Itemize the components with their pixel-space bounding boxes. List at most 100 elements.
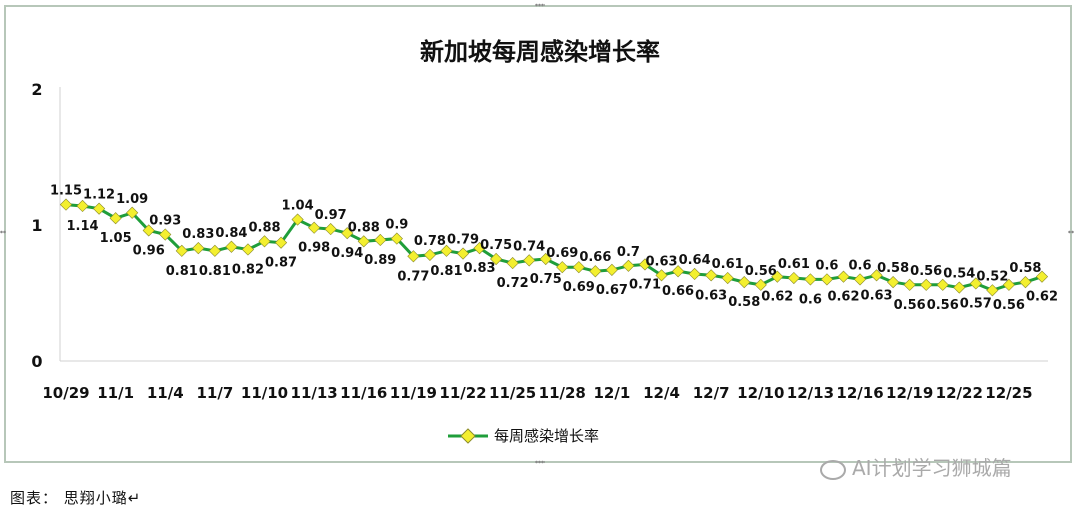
data-label: 0.52 — [976, 269, 1008, 284]
y-tick-label: 1 — [31, 216, 42, 235]
data-label: 0.6 — [799, 292, 822, 307]
data-label: 1.04 — [282, 199, 314, 214]
data-point — [572, 261, 585, 274]
data-label: 0.56 — [745, 264, 777, 279]
legend: 每周感染增长率 — [448, 427, 599, 445]
x-tick-label: 11/4 — [147, 384, 184, 402]
data-label: 1.09 — [116, 192, 148, 207]
data-point — [225, 240, 238, 253]
x-tick-label: 11/1 — [97, 384, 134, 402]
data-label: 0.63 — [695, 288, 727, 303]
data-point — [655, 269, 668, 282]
data-point — [126, 206, 139, 219]
data-label: 0.61 — [712, 257, 744, 272]
data-point — [208, 244, 221, 257]
data-label: 0.88 — [248, 220, 280, 235]
data-point — [986, 284, 999, 297]
data-label: 1.14 — [67, 219, 99, 234]
resize-handle-right[interactable] — [1068, 229, 1074, 235]
data-point — [175, 244, 188, 257]
data-label: 0.81 — [199, 264, 231, 279]
data-point — [473, 242, 486, 255]
data-label: 0.98 — [298, 241, 330, 256]
data-label: 0.87 — [265, 256, 297, 271]
legend-label: 每周感染增长率 — [494, 427, 599, 445]
data-label: 0.56 — [927, 298, 959, 313]
data-point — [274, 236, 288, 249]
legend-marker — [460, 428, 476, 444]
data-point — [754, 278, 767, 291]
data-point — [853, 273, 867, 286]
data-label: 0.66 — [579, 250, 611, 265]
data-label: 0.89 — [364, 253, 396, 268]
data-point — [456, 247, 470, 260]
data-label: 0.82 — [232, 262, 264, 277]
chart-frame — [4, 5, 1072, 463]
data-point — [920, 278, 933, 291]
data-point — [671, 265, 685, 278]
data-label: 0.71 — [629, 277, 661, 292]
data-label: 1.05 — [100, 231, 132, 246]
data-point — [820, 273, 834, 286]
data-label: 0.74 — [513, 239, 545, 254]
data-point — [721, 271, 734, 285]
data-point — [539, 252, 552, 266]
data-point — [556, 261, 569, 274]
data-label: 0.56 — [910, 264, 942, 279]
line-chart: 新加坡每周感染增长率 10/29 11/1 11/4 11/7 11/10 11/13 11… — [31, 38, 1058, 445]
data-point — [870, 269, 883, 282]
x-tick-label: 12/19 — [886, 384, 933, 402]
chart-title: 新加坡每周感染增长率 — [420, 38, 660, 66]
data-label: 0.56 — [993, 298, 1025, 313]
data-point — [506, 256, 519, 270]
data-point — [159, 228, 172, 241]
resize-handle-bottom[interactable] — [535, 459, 545, 465]
wechat-icon — [820, 459, 846, 480]
x-tick-label: 12/16 — [836, 384, 883, 402]
data-point — [440, 244, 453, 257]
data-label: 0.61 — [778, 257, 810, 272]
x-tick-label: 11/10 — [241, 384, 288, 402]
data-label: 0.97 — [315, 208, 347, 223]
x-tick-label: 11/13 — [291, 384, 338, 402]
data-point — [953, 281, 966, 294]
data-label: 0.75 — [530, 272, 562, 287]
data-point — [705, 269, 718, 282]
data-point — [523, 254, 536, 267]
data-point — [423, 248, 437, 262]
figure-caption: 图表： 思翔小璐↵ — [10, 489, 142, 507]
data-point — [76, 199, 89, 213]
data-point — [390, 232, 403, 245]
x-tick-label: 11/16 — [340, 384, 387, 402]
data-label: 0.63 — [645, 254, 677, 269]
data-label: 0.67 — [596, 283, 628, 298]
x-tick-label: 11/25 — [489, 384, 536, 402]
data-point — [969, 277, 982, 290]
x-tick-label: 11/22 — [439, 384, 486, 402]
resize-handle-top[interactable] — [535, 2, 545, 8]
data-label: 0.69 — [563, 280, 595, 295]
data-label: 0.62 — [761, 290, 793, 305]
x-tick-label: 12/7 — [693, 384, 730, 402]
data-point — [589, 265, 602, 278]
data-point — [771, 270, 784, 283]
x-tick-label: 11/19 — [390, 384, 437, 402]
data-label: 0.88 — [348, 220, 380, 235]
data-label: 0.75 — [480, 238, 512, 253]
data-label: 0.81 — [430, 264, 462, 279]
resize-handle-left[interactable] — [0, 229, 6, 235]
data-label: 1.15 — [50, 184, 82, 199]
data-point — [638, 258, 652, 271]
data-label: 0.62 — [1026, 290, 1058, 305]
x-tick-label: 11/7 — [196, 384, 233, 402]
data-point — [308, 221, 321, 234]
data-label: 0.63 — [861, 288, 893, 303]
y-tick-label: 2 — [31, 80, 42, 99]
data-point — [887, 276, 900, 289]
data-point — [258, 235, 271, 248]
data-point — [1035, 270, 1049, 283]
data-label: 0.69 — [546, 246, 578, 261]
watermark: AI计划学习狮城篇 — [820, 452, 1012, 481]
data-point — [291, 213, 304, 226]
data-label: 1.12 — [83, 188, 115, 203]
